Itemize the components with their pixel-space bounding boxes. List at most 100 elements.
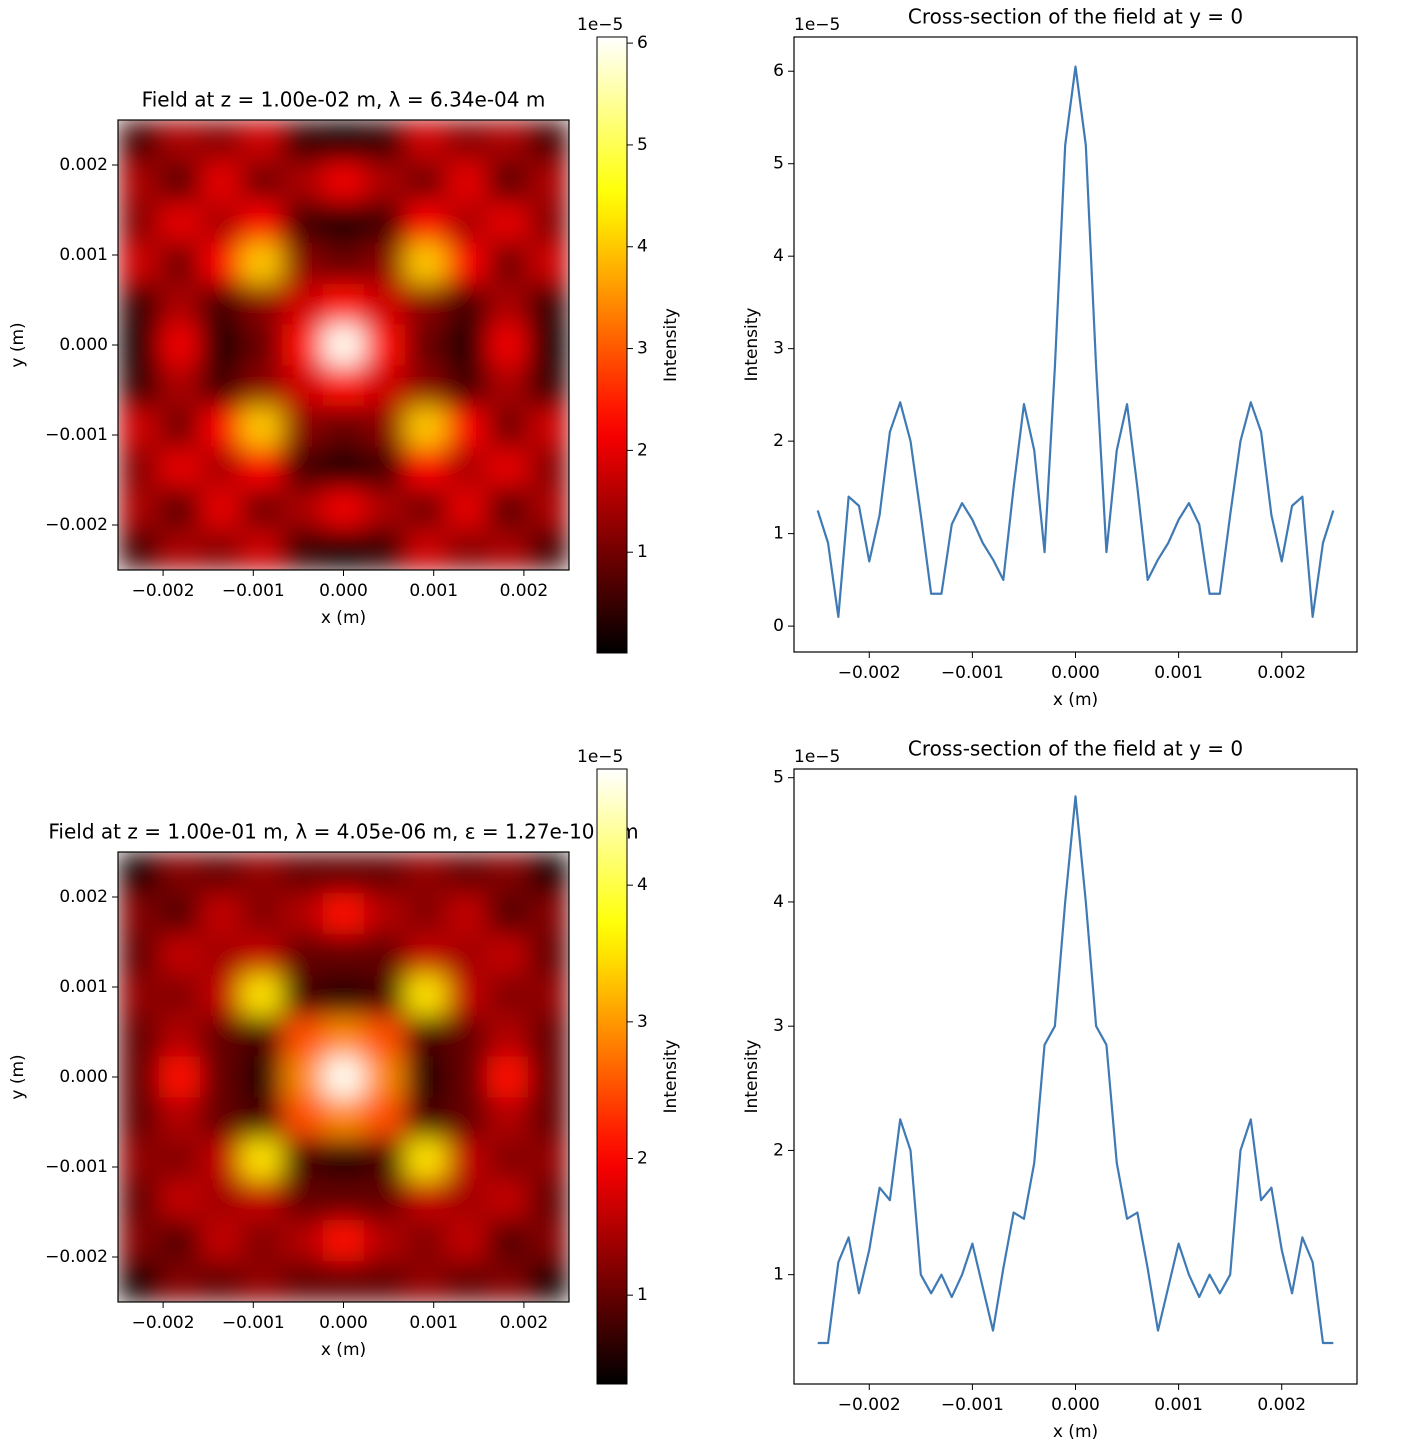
heatmap-cell: [241, 974, 283, 1017]
heatmap-cell: [528, 892, 569, 935]
heatmap-cell: [200, 242, 242, 285]
colorbar-tick-label: 1: [637, 542, 648, 562]
colorbar-tick-label: 4: [637, 875, 648, 895]
y-tick-label: 5: [773, 154, 784, 174]
heatmap-cell: [159, 1138, 201, 1180]
heatmap-cell: [241, 892, 283, 935]
heatmap-cell: [282, 160, 324, 203]
colorbar-tick-label: 6: [637, 33, 648, 53]
heatmap-cell: [282, 1138, 324, 1180]
heatmap-cell: [528, 1138, 569, 1180]
colorbar-tick-label: 1: [637, 1285, 648, 1305]
heatmap-cell: [282, 852, 324, 894]
heatmap-cell: [364, 120, 406, 162]
heatmap-cell: [528, 529, 569, 570]
heatmap-cell: [446, 324, 488, 367]
heatmap-cell: [282, 406, 324, 448]
heatmap-cell: [118, 488, 160, 530]
heatmap-cell: [241, 160, 283, 203]
heatmap-cell: [200, 1056, 242, 1099]
heatmap-cell: [323, 974, 365, 1017]
heatmap-cell: [241, 1261, 283, 1302]
axis-offset: 1e−5: [794, 15, 840, 35]
heatmap-cell: [446, 365, 488, 407]
heatmap-cell: [528, 283, 569, 326]
x-tick-label: −0.002: [132, 581, 195, 601]
heatmap-cell: [118, 529, 160, 570]
heatmap-cell: [241, 406, 283, 448]
y-tick-label: 4: [773, 892, 784, 912]
x-tick-label: 0.000: [319, 1313, 368, 1333]
heatmap-cell: [118, 447, 160, 489]
heatmap-cell: [241, 365, 283, 407]
heatmap-cell: [200, 120, 242, 162]
heatmap-cell: [118, 892, 160, 935]
colorbar-label: Intensity: [661, 308, 681, 382]
colorbar-tick-label: 3: [637, 1012, 648, 1032]
heatmap-cell: [323, 1179, 365, 1221]
heatmap-cell: [323, 892, 365, 935]
heatmap-cell: [118, 1179, 160, 1221]
heatmap-cell: [323, 120, 365, 162]
heatmap-cell: [200, 852, 242, 894]
x-tick-label: 0.000: [1051, 1395, 1100, 1415]
colorbar-offset: 1e−5: [577, 15, 623, 35]
heatmap-cell: [159, 242, 201, 285]
heatmap-cell: [405, 852, 447, 894]
heatmap-cell: [487, 1015, 529, 1058]
heatmap-cell: [405, 120, 447, 162]
heatmap-cell: [528, 1097, 569, 1139]
heatmap-cell: [446, 1097, 488, 1139]
heatmap-cell: [446, 852, 488, 894]
heatmap-cell: [282, 201, 324, 244]
heatmap-cell: [487, 852, 529, 894]
heatmap-cell: [323, 283, 365, 326]
heatmap-cell: [528, 365, 569, 407]
y-tick-label: 0: [773, 616, 784, 636]
heatmap-cell: [405, 974, 447, 1017]
heatmap-cell: [528, 1179, 569, 1221]
heatmap-cell: [487, 242, 529, 285]
y-tick-label: 3: [773, 1016, 784, 1036]
y-tick-label: 5: [773, 768, 784, 788]
x-tick-label: 0.002: [1257, 1395, 1306, 1415]
heatmap-cell: [487, 283, 529, 326]
heatmap-cell: [241, 1097, 283, 1139]
x-tick-label: 0.001: [1154, 1395, 1203, 1415]
heatmap-cell: [200, 1097, 242, 1139]
heatmap-cell: [323, 1220, 365, 1262]
heatmap-cell: [282, 324, 324, 367]
heatmap-cells: [118, 120, 569, 570]
heatmap-cell: [446, 1261, 488, 1302]
heatmap-cell: [487, 324, 529, 367]
heatmap-cell: [487, 1138, 529, 1180]
heatmap-cell: [446, 201, 488, 244]
heatmap-cell: [487, 488, 529, 530]
heatmap-cell: [118, 852, 160, 894]
heatmap-cell: [200, 1015, 242, 1058]
colorbar-tick-label: 5: [637, 135, 648, 155]
heatmap-cell: [528, 1056, 569, 1099]
y-axis-label: y (m): [8, 1054, 28, 1099]
heatmap-cell: [487, 1097, 529, 1139]
x-tick-label: 0.000: [1051, 663, 1100, 683]
heatmap-cell: [282, 1056, 324, 1099]
heatmap-cell: [159, 201, 201, 244]
heatmap-cell: [118, 406, 160, 448]
line-series: [817, 795, 1334, 1345]
heatmap-cell: [282, 1220, 324, 1262]
heatmap-cell: [405, 488, 447, 530]
y-tick-label: −0.001: [45, 425, 108, 445]
heatmap-cell: [282, 1015, 324, 1058]
y-tick-label: 0.001: [59, 977, 108, 997]
heatmap-cell: [528, 120, 569, 162]
heatmap-cell: [487, 120, 529, 162]
y-tick-label: 2: [773, 431, 784, 451]
axis-offset: 1e−5: [794, 747, 840, 767]
heatmap-cell: [118, 933, 160, 976]
heatmap-cell: [241, 283, 283, 326]
y-tick-label: 2: [773, 1140, 784, 1160]
heatmap-cell: [487, 1056, 529, 1099]
y-tick-label: −0.002: [45, 515, 108, 535]
heatmap-cell: [364, 242, 406, 285]
